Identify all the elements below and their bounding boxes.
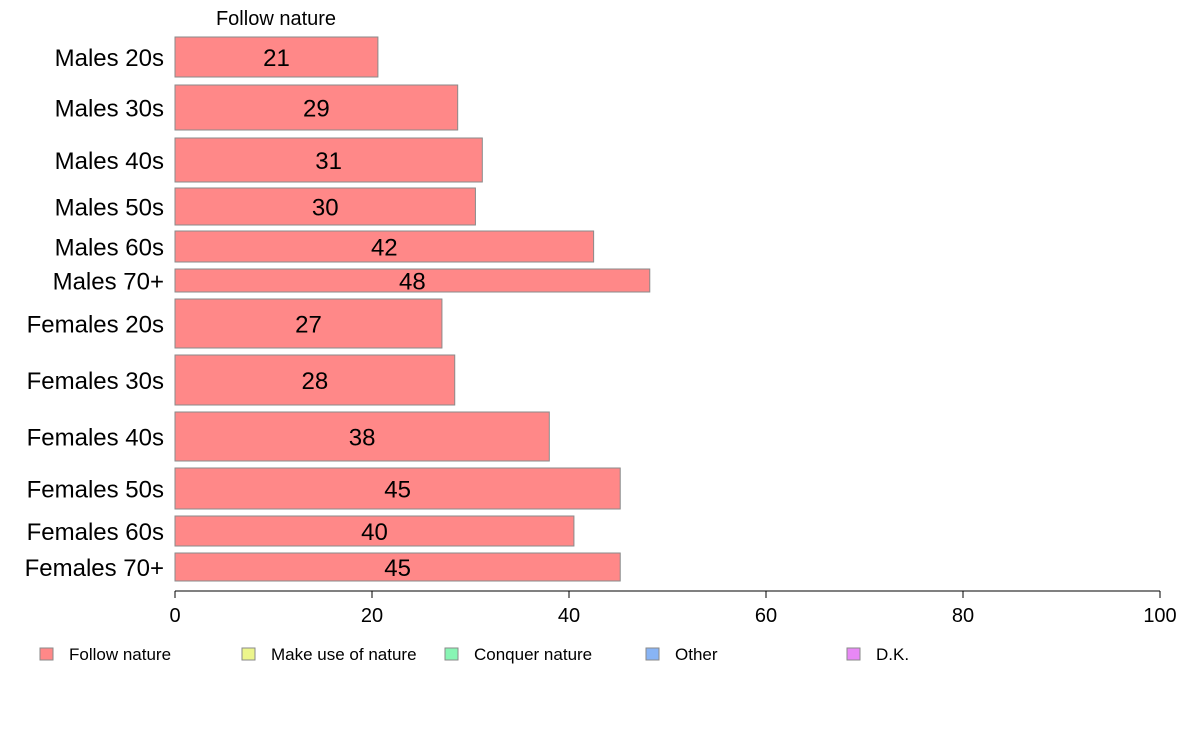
column-header: Follow nature — [216, 8, 336, 30]
x-tick-label: 100 — [1143, 605, 1176, 627]
bar — [174, 187, 476, 226]
category-label: Males 20s — [55, 45, 164, 72]
legend-swatch — [39, 647, 54, 661]
x-tick-label: 80 — [952, 605, 974, 627]
x-tick-label: 40 — [558, 605, 580, 627]
x-tick-label: 0 — [169, 605, 180, 627]
bar-value-label: 42 — [371, 235, 398, 262]
bar-value-label: 45 — [384, 477, 411, 504]
bar — [174, 36, 379, 78]
bar — [174, 411, 550, 462]
legend-label: Conquer nature — [474, 645, 592, 664]
x-axis: 0 20 40 60 80 100 — [169, 590, 1177, 627]
bar-value-label: 48 — [399, 269, 426, 296]
bar — [174, 552, 621, 582]
bar — [174, 467, 621, 510]
bar-value-label: 21 — [263, 45, 290, 72]
category-label: Males 50s — [55, 195, 164, 222]
bar — [174, 137, 483, 183]
bar — [174, 354, 456, 406]
category-label: Females 70+ — [25, 555, 164, 582]
bar-value-label: 30 — [312, 195, 339, 222]
bar-value-label: 38 — [349, 425, 376, 452]
legend-swatch — [241, 647, 256, 661]
category-labels: Males 20s Males 30s Males 40s Males 50s Male… — [25, 45, 164, 582]
legend-label: Make use of nature — [271, 645, 417, 664]
bar-value-label: 29 — [303, 96, 330, 123]
bar-value-label: 40 — [361, 519, 388, 546]
category-label: Males 30s — [55, 96, 164, 123]
x-tick-label: 20 — [361, 605, 383, 627]
bar-value-label: 27 — [295, 312, 322, 339]
legend-label: Follow nature — [69, 645, 171, 664]
legend: Follow nature Make use of nature Conquer n… — [39, 645, 909, 664]
legend-label: D.K. — [876, 645, 909, 664]
legend-swatch — [444, 647, 459, 661]
bar-value-label: 31 — [315, 148, 342, 175]
bar — [174, 230, 595, 263]
category-label: Females 50s — [27, 477, 164, 504]
bar — [174, 298, 443, 349]
legend-swatch — [645, 647, 660, 661]
bar-value-label: 45 — [384, 555, 411, 582]
legend-swatch — [846, 647, 861, 661]
category-label: Males 70+ — [53, 269, 164, 296]
x-tick-label: 60 — [755, 605, 777, 627]
legend-label: Other — [675, 645, 718, 664]
bar — [174, 84, 459, 131]
bar — [174, 515, 575, 547]
category-label: Females 40s — [27, 425, 164, 452]
category-label: Males 60s — [55, 235, 164, 262]
bar-value-label: 28 — [302, 368, 329, 395]
category-label: Females 60s — [27, 519, 164, 546]
bar — [174, 268, 651, 293]
category-label: Females 30s — [27, 368, 164, 395]
category-label: Females 20s — [27, 312, 164, 339]
category-label: Males 40s — [55, 148, 164, 175]
